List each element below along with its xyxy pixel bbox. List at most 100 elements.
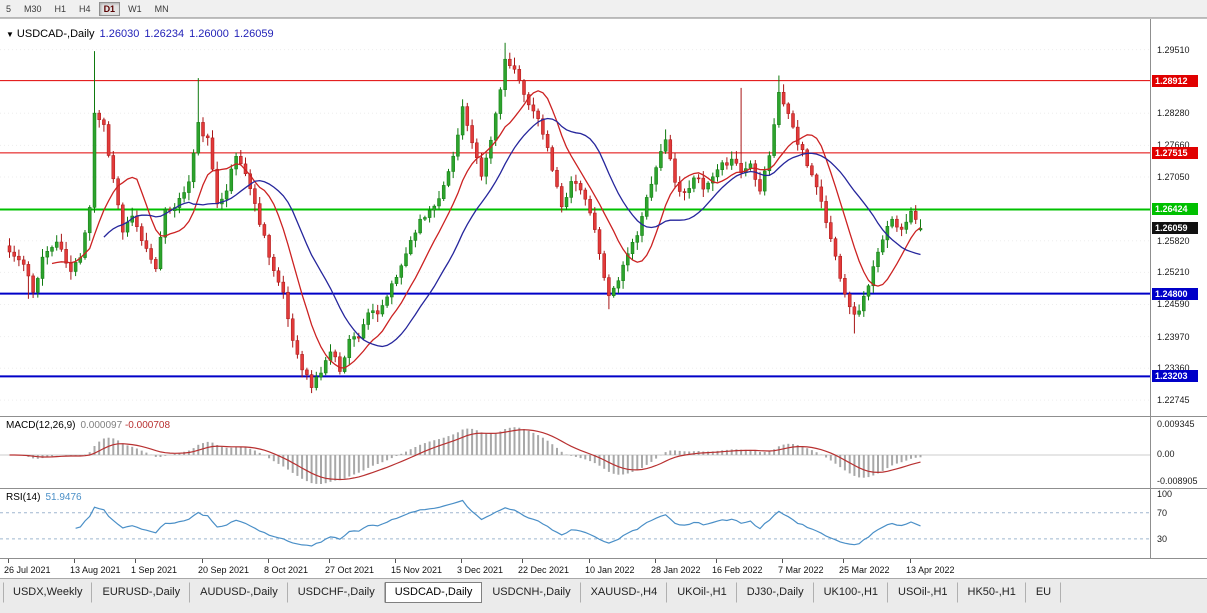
price-tick-label: 1.24590 xyxy=(1157,299,1190,309)
time-tick-label: 8 Oct 2021 xyxy=(264,565,309,575)
macd-label: MACD(12,26,9) xyxy=(6,420,76,431)
time-tick xyxy=(843,559,844,563)
chart-tab-eu[interactable]: EU xyxy=(1026,582,1062,603)
macd-indicator-pane[interactable]: MACD(12,26,9) 0.000097 -0.000708 0.009345… xyxy=(0,417,1207,489)
chart-tab-usdcnh-daily[interactable]: USDCNH-,Daily xyxy=(482,582,581,603)
chart-tab-uk100-h1[interactable]: UK100-,H1 xyxy=(814,582,889,603)
time-axis[interactable]: 26 Jul 2021 13 Aug 2021 1 Sep 2021 20 Sep 2… xyxy=(0,559,1207,579)
price-tick-label: 1.25820 xyxy=(1157,236,1190,246)
macd-axis[interactable]: 0.009345 0.00 -0.008905 xyxy=(1151,417,1207,488)
chart-tab-xauusd-h4[interactable]: XAUUSD-,H4 xyxy=(581,582,668,603)
timeframe-button-w1[interactable]: W1 xyxy=(128,3,142,14)
hline-price-label: 1.24800 xyxy=(1152,288,1198,300)
price-tick-label: 1.22745 xyxy=(1157,395,1190,405)
rsi-indicator-pane[interactable]: RSI(14) 51.9476 100 70 30 xyxy=(0,489,1207,559)
chart-low-value: 1.26000 xyxy=(189,28,229,40)
macd-indicator-chart[interactable] xyxy=(0,417,1150,489)
symbol-selector-icon[interactable]: ▼ xyxy=(6,30,14,39)
chart-tab-usoil-h1[interactable]: USOil-,H1 xyxy=(888,582,958,603)
macd-axis-label: -0.008905 xyxy=(1157,476,1198,486)
timeframe-button-5[interactable]: 5 xyxy=(6,3,12,14)
timeframe-button-m30[interactable]: M30 xyxy=(24,3,42,14)
time-tick xyxy=(135,559,136,563)
time-tick-label: 22 Dec 2021 xyxy=(518,565,570,575)
time-tick-label: 7 Mar 2022 xyxy=(778,565,824,575)
chart-tab-ukoil-h1[interactable]: UKOil-,H1 xyxy=(667,582,737,603)
time-tick xyxy=(268,559,269,563)
time-tick xyxy=(655,559,656,563)
rsi-axis[interactable]: 100 70 30 xyxy=(1151,489,1207,558)
hline-price-label: 1.26424 xyxy=(1152,203,1198,215)
hline-price-label: 1.27515 xyxy=(1152,147,1198,159)
price-tick-label: 1.23970 xyxy=(1157,332,1190,342)
rsi-header: RSI(14) 51.9476 xyxy=(6,492,82,503)
time-tick-label: 20 Sep 2021 xyxy=(198,565,250,575)
timeframe-toolbar: 5 M30 H1 H4 D1 W1 MN xyxy=(0,0,1207,18)
macd-axis-label: 0.009345 xyxy=(1157,419,1195,429)
rsi-label: RSI(14) xyxy=(6,492,41,503)
price-tick-label: 1.27050 xyxy=(1157,172,1190,182)
chart-ohlc-header: ▼ USDCAD-,Daily 1.26030 1.26234 1.26000 1.260… xyxy=(6,28,274,40)
hline-price-label: 1.23203 xyxy=(1152,370,1198,382)
time-tick-label: 26 Jul 2021 xyxy=(4,565,51,575)
rsi-value: 51.9476 xyxy=(45,492,82,503)
macd-main-value: 0.000097 xyxy=(80,420,123,431)
chart-open-value: 1.26030 xyxy=(99,28,140,40)
macd-axis-label: 0.00 xyxy=(1157,449,1175,459)
chart-symbol-label: USDCAD-,Daily xyxy=(16,28,95,40)
price-axis[interactable]: 1.295101.282801.276601.270501.264301.258… xyxy=(1151,19,1207,416)
macd-axis-border xyxy=(1150,417,1151,488)
hline-price-label: 1.28912 xyxy=(1152,75,1198,87)
time-tick-label: 15 Nov 2021 xyxy=(391,565,443,575)
time-tick xyxy=(74,559,75,563)
timeframe-button-d1[interactable]: D1 xyxy=(98,1,121,16)
price-tick-label: 1.27660 xyxy=(1157,140,1190,150)
time-tick xyxy=(589,559,590,563)
price-tick-label: 1.29510 xyxy=(1157,45,1190,55)
price-tick-label: 1.25210 xyxy=(1157,267,1190,277)
rsi-axis-label: 30 xyxy=(1157,534,1168,544)
chart-tab-usdchf-daily[interactable]: USDCHF-,Daily xyxy=(288,582,385,603)
time-tick xyxy=(8,559,9,563)
time-tick-label: 13 Apr 2022 xyxy=(906,565,955,575)
price-tick-label: 1.23360 xyxy=(1157,363,1190,373)
rsi-axis-border xyxy=(1150,489,1151,558)
time-tick xyxy=(782,559,783,563)
price-axis-border xyxy=(1150,19,1151,416)
time-tick-label: 27 Oct 2021 xyxy=(325,565,375,575)
chart-high-value: 1.26234 xyxy=(144,28,185,40)
rsi-axis-label: 70 xyxy=(1157,508,1168,518)
main-chart-pane[interactable]: ▼ USDCAD-,Daily 1.26030 1.26234 1.26000 1.260… xyxy=(0,18,1207,417)
macd-header: MACD(12,26,9) 0.000097 -0.000708 xyxy=(6,420,170,431)
time-tick xyxy=(202,559,203,563)
chart-tab-usdcad-daily[interactable]: USDCAD-,Daily xyxy=(384,582,483,603)
time-tick-label: 13 Aug 2021 xyxy=(70,565,121,575)
time-tick-label: 1 Sep 2021 xyxy=(131,565,178,575)
macd-signal-value: -0.000708 xyxy=(124,420,171,431)
time-tick xyxy=(395,559,396,563)
time-tick xyxy=(329,559,330,563)
timeframe-button-h1[interactable]: H1 xyxy=(54,3,67,14)
chart-tab-hk50-h1[interactable]: HK50-,H1 xyxy=(958,582,1026,603)
rsi-axis-label: 100 xyxy=(1157,489,1173,499)
candlestick-chart[interactable] xyxy=(0,19,1150,417)
chart-close-value: 1.26059 xyxy=(233,28,274,40)
time-tick-label: 25 Mar 2022 xyxy=(839,565,890,575)
rsi-indicator-chart[interactable] xyxy=(0,489,1150,559)
chart-tab-bar: USDX,Weekly EURUSD-,Daily AUDUSD-,Daily USD… xyxy=(0,579,1207,613)
time-tick xyxy=(522,559,523,563)
chart-tab-audusd-daily[interactable]: AUDUSD-,Daily xyxy=(190,582,288,603)
chart-tab-dj30-daily[interactable]: DJ30-,Daily xyxy=(737,582,814,603)
time-tick-label: 28 Jan 2022 xyxy=(651,565,701,575)
timeframe-button-mn[interactable]: MN xyxy=(154,3,169,14)
time-tick xyxy=(910,559,911,563)
time-tick xyxy=(716,559,717,563)
time-tick-label: 10 Jan 2022 xyxy=(585,565,635,575)
timeframe-button-h4[interactable]: H4 xyxy=(79,3,91,14)
chart-tab-usdx-weekly[interactable]: USDX,Weekly xyxy=(3,582,93,603)
chart-tab-eurusd-daily[interactable]: EURUSD-,Daily xyxy=(92,582,191,603)
current-price-label: 1.26059 xyxy=(1152,222,1198,234)
price-tick-label: 1.28280 xyxy=(1157,108,1190,118)
time-tick-label: 16 Feb 2022 xyxy=(712,565,763,575)
